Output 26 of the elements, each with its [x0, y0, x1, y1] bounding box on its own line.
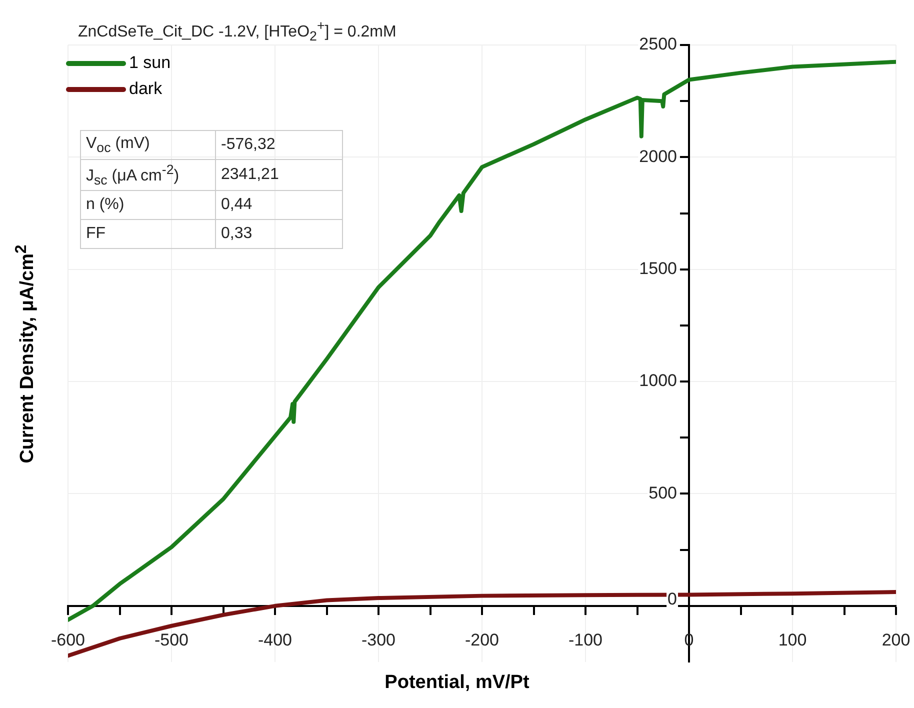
- chart-title: ZnCdSeTe_Cit_DC -1.2V, [HTeO$_{2}$$^{+}$] = 0.2mM: [78, 18, 396, 44]
- annotation: 0,33: [216, 219, 342, 248]
- y-tick-label: 2500: [639, 34, 677, 54]
- legend-label: dark: [129, 79, 162, 99]
- y-tick-label: 1000: [639, 371, 677, 390]
- y-tick-label: 1500: [639, 259, 677, 278]
- x-tick-label: -300: [361, 630, 396, 650]
- legend-label: 1 sun: [129, 53, 171, 73]
- annotation: V$_{oc}$ (mV): [80, 130, 216, 160]
- annotation: 2341,21: [216, 160, 342, 190]
- x-tick-label: 200: [882, 630, 910, 650]
- x-tick-label: -500: [154, 630, 189, 650]
- x-tick-label: -400: [258, 630, 292, 650]
- x-axis-title: Potential, mV/Pt: [384, 672, 530, 694]
- y-tick-label: 500: [648, 483, 677, 502]
- annotation: FF: [80, 219, 216, 248]
- annotation: J$_{sc}$ (μA cm$^{-2}$): [80, 160, 216, 190]
- x-tick-label: -600: [50, 630, 86, 650]
- annotation: 0,44: [216, 190, 342, 220]
- y-tick-label: 0: [668, 590, 677, 609]
- y-tick-label: 2000: [639, 146, 677, 166]
- annotation: -576,32: [216, 130, 342, 160]
- annotation: n (%): [80, 190, 216, 220]
- x-tick-label: -200: [464, 630, 500, 650]
- x-tick-label: -100: [568, 630, 603, 650]
- x-tick-label: 100: [778, 630, 807, 650]
